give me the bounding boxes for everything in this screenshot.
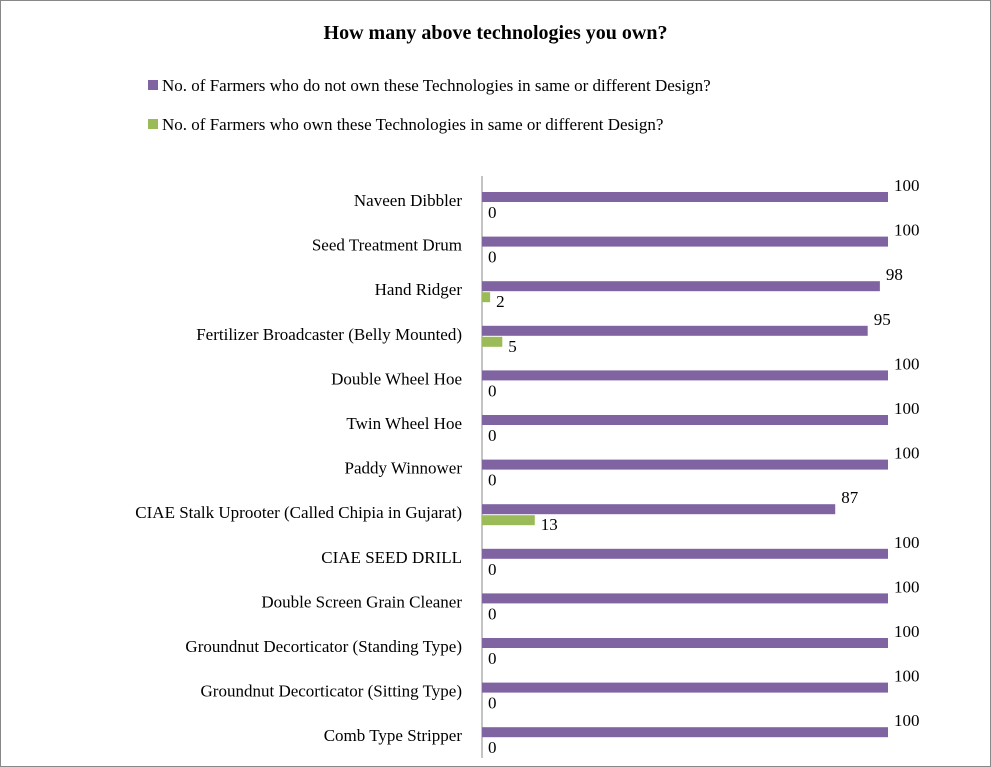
bar-not-own	[482, 638, 888, 648]
category-label: Groundnut Decorticator (Standing Type)	[185, 637, 462, 656]
data-label-own: 0	[488, 738, 497, 757]
category-label: Hand Ridger	[375, 280, 463, 299]
data-label-not-own: 95	[874, 310, 891, 329]
legend-swatch-own	[148, 119, 158, 129]
data-label-own: 0	[488, 426, 497, 445]
bar-not-own	[482, 548, 888, 559]
bar-not-own	[482, 370, 888, 381]
data-label-own: 13	[541, 515, 558, 534]
data-label-not-own: 100	[894, 354, 920, 373]
data-label-own: 0	[488, 203, 497, 222]
bar-not-own	[482, 236, 888, 247]
legend-swatch-not-own	[148, 80, 158, 90]
data-label-own: 0	[488, 560, 497, 579]
category-label: Double Screen Grain Cleaner	[261, 592, 462, 611]
category-label: Fertilizer Broadcaster (Belly Mounted)	[196, 325, 462, 344]
legend-label-not-own: No. of Farmers who do not own these Tech…	[162, 76, 711, 95]
data-label-own: 0	[488, 248, 497, 267]
data-label-not-own: 98	[886, 265, 903, 284]
legend-entry-not-own: No. of Farmers who do not own these Tech…	[148, 76, 711, 96]
data-label-not-own: 100	[894, 711, 920, 730]
data-label-own: 0	[488, 471, 497, 490]
data-label-own: 0	[488, 381, 497, 400]
bar-own	[482, 515, 535, 526]
bar-not-own	[482, 415, 888, 425]
bar-not-own	[482, 593, 888, 604]
category-label: Paddy Winnower	[344, 459, 462, 478]
bar-not-own	[482, 504, 836, 515]
category-label: Naveen Dibbler	[354, 191, 462, 210]
data-label-not-own: 100	[894, 667, 920, 686]
bar-not-own	[482, 727, 888, 738]
bar-not-own	[482, 459, 888, 470]
category-label: Seed Treatment Drum	[312, 236, 462, 255]
category-label: CIAE SEED DRILL	[321, 548, 462, 567]
category-label: Twin Wheel Hoe	[346, 414, 462, 433]
data-label-own: 0	[488, 649, 497, 668]
data-label-not-own: 100	[894, 221, 920, 240]
chart-title: How many above technologies you own?	[323, 22, 668, 44]
data-label-not-own: 100	[894, 399, 920, 418]
legend-label-own: No. of Farmers who own these Technologie…	[162, 115, 664, 134]
data-label-own: 5	[508, 337, 517, 356]
legend-entry-own: No. of Farmers who own these Technologie…	[148, 115, 663, 135]
category-label: CIAE Stalk Uprooter (Called Chipia in Gu…	[135, 503, 462, 522]
bar-not-own	[482, 281, 880, 292]
data-label-own: 0	[488, 694, 497, 713]
data-label-own: 0	[488, 604, 497, 623]
data-label-own: 2	[496, 292, 505, 311]
bar-not-own	[482, 682, 888, 693]
category-label: Groundnut Decorticator (Sitting Type)	[201, 682, 462, 701]
category-label: Comb Type Stripper	[324, 726, 463, 745]
data-label-not-own: 100	[894, 622, 920, 641]
data-label-not-own: 87	[841, 488, 859, 507]
bar-own	[482, 336, 503, 347]
category-label: Double Wheel Hoe	[331, 369, 462, 388]
data-label-not-own: 100	[894, 444, 920, 463]
data-label-not-own: 100	[894, 577, 920, 596]
data-label-not-own: 100	[894, 533, 920, 552]
bar-own	[482, 292, 491, 303]
data-label-not-own: 100	[894, 176, 920, 195]
bar-not-own	[482, 192, 888, 202]
bar-not-own	[482, 325, 868, 336]
